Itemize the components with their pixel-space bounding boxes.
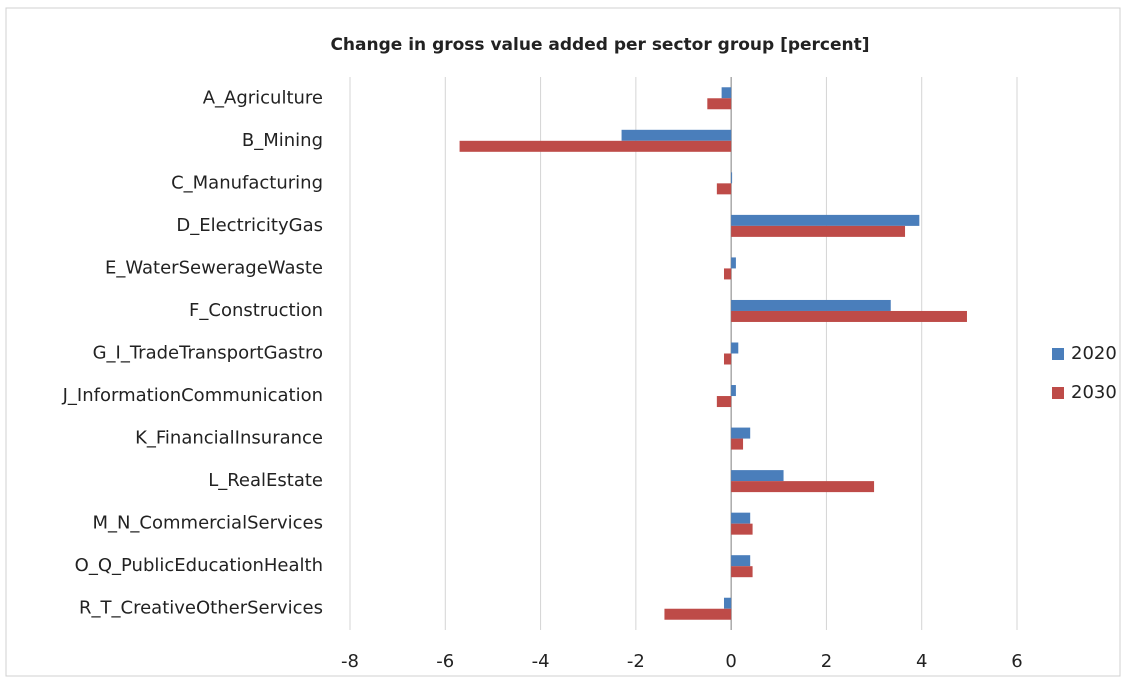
legend-label: 2020	[1071, 343, 1117, 364]
bar	[731, 342, 739, 354]
bar	[721, 87, 732, 99]
y-tick-label: C_Manufacturing	[171, 172, 323, 193]
bar	[731, 214, 920, 226]
bar	[731, 481, 875, 493]
y-tick-label: L_RealEstate	[208, 470, 323, 491]
y-tick-label: J_InformationCommunication	[62, 385, 323, 406]
bar	[459, 140, 732, 152]
chart-frame	[5, 7, 1121, 677]
bar	[731, 566, 753, 578]
bar	[731, 172, 733, 184]
y-tick-label: M_N_CommercialServices	[92, 513, 323, 534]
bar	[723, 597, 732, 609]
x-tick-label: 6	[1011, 651, 1022, 672]
y-tick-label: K_FinancialInsurance	[135, 428, 323, 449]
bar	[731, 470, 784, 482]
bar	[731, 512, 751, 524]
bar	[723, 353, 732, 365]
x-tick-label: 4	[916, 651, 927, 672]
legend-swatch	[1052, 348, 1064, 360]
legend-label: 2030	[1071, 382, 1117, 403]
y-tick-label: G_I_TradeTransportGastro	[93, 343, 323, 364]
bar	[716, 183, 732, 195]
bar	[621, 129, 732, 141]
bar	[731, 225, 906, 237]
bar	[723, 268, 732, 280]
bar	[731, 427, 751, 439]
bar	[716, 396, 732, 408]
x-tick-label: -8	[341, 651, 359, 672]
y-tick-label: A_Agriculture	[203, 87, 323, 108]
x-tick-label: -2	[627, 651, 645, 672]
bar	[731, 299, 891, 311]
x-tick-label: 0	[725, 651, 736, 672]
y-tick-label: R_T_CreativeOtherServices	[79, 598, 323, 619]
x-tick-label: 2	[821, 651, 832, 672]
legend-swatch	[1052, 387, 1064, 399]
bar	[664, 608, 732, 620]
x-tick-label: -4	[532, 651, 550, 672]
bar	[707, 98, 732, 110]
bar	[731, 257, 736, 269]
y-tick-label: F_Construction	[189, 300, 323, 321]
bar	[731, 523, 753, 535]
bar	[731, 438, 744, 450]
bar	[731, 385, 736, 397]
bar	[731, 310, 967, 322]
chart-title: Change in gross value added per sector g…	[330, 35, 869, 55]
y-tick-label: O_Q_PublicEducationHealth	[75, 555, 323, 576]
y-tick-label: B_Mining	[242, 130, 323, 151]
x-tick-label: -6	[436, 651, 454, 672]
y-tick-label: E_WaterSewerageWaste	[105, 257, 323, 278]
bar	[731, 555, 751, 567]
y-tick-label: D_ElectricityGas	[176, 215, 323, 236]
